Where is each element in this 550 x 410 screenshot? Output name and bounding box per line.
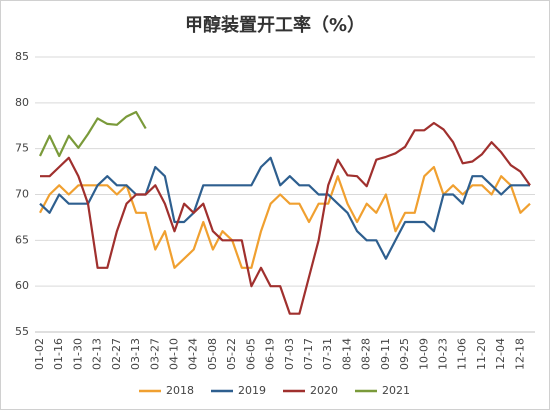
series-line xyxy=(40,121,531,315)
x-tick-label: 07-17 xyxy=(302,338,315,370)
x-tick-label: 12-04 xyxy=(494,338,507,370)
series-line xyxy=(39,156,530,260)
x-tick-label: 02-13 xyxy=(91,338,104,370)
series-line xyxy=(39,110,147,158)
x-tick-label: 10-09 xyxy=(417,338,430,370)
legend-label: 2020 xyxy=(310,384,338,397)
x-tick-label: 09-11 xyxy=(379,338,392,370)
y-tick-label: 80 xyxy=(15,96,29,109)
x-tick-label: 12-18 xyxy=(513,338,526,370)
x-tick-label: 11-06 xyxy=(456,338,469,370)
x-tick-label: 06-05 xyxy=(244,338,257,370)
y-tick-label: 70 xyxy=(15,188,29,201)
x-tick-label: 10-23 xyxy=(437,338,450,370)
x-tick-label: 11-20 xyxy=(475,338,488,370)
x-tick-label: 02-27 xyxy=(110,338,123,370)
x-tick-label: 07-31 xyxy=(321,338,334,370)
x-tick-label: 06-19 xyxy=(264,338,277,370)
y-tick-label: 75 xyxy=(15,142,29,155)
x-tick-label: 04-10 xyxy=(168,338,181,370)
x-tick-label: 03-13 xyxy=(129,338,142,370)
chart-title: 甲醇装置开工率（%） xyxy=(185,14,365,36)
x-tick-label: 05-08 xyxy=(206,338,219,370)
x-tick-label: 03-27 xyxy=(148,338,161,370)
x-tick-label: 07-03 xyxy=(283,338,296,370)
x-tick-label: 08-28 xyxy=(360,338,373,370)
x-tick-label: 05-22 xyxy=(225,338,238,370)
legend-label: 2021 xyxy=(382,384,410,397)
legend-label: 2018 xyxy=(166,384,194,397)
y-tick-label: 60 xyxy=(15,279,29,292)
x-tick-label: 09-25 xyxy=(398,338,411,370)
x-tick-label: 01-30 xyxy=(71,338,84,370)
x-tick-label: 08-14 xyxy=(340,338,353,370)
x-tick-label: 01-02 xyxy=(33,338,46,370)
x-tick-label: 01-16 xyxy=(52,338,65,370)
series-line xyxy=(39,165,531,269)
y-tick-label: 85 xyxy=(15,50,29,63)
y-tick-label: 55 xyxy=(15,325,29,338)
y-tick-label: 65 xyxy=(15,233,29,246)
legend-label: 2019 xyxy=(238,384,266,397)
x-tick-label: 04-24 xyxy=(187,338,200,370)
